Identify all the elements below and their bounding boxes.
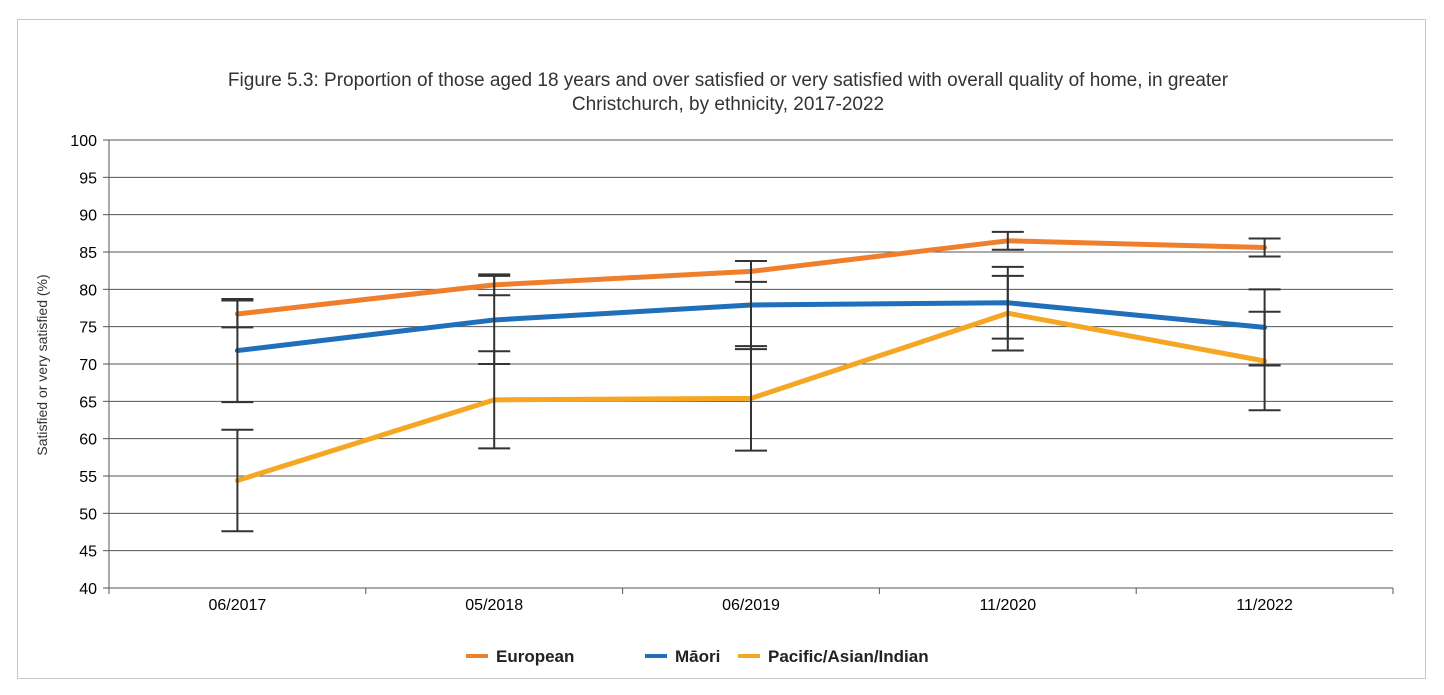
- error-bar: [221, 428, 254, 533]
- error-bar: [735, 345, 767, 452]
- x-tick-label: 06/2017: [208, 597, 266, 614]
- y-tick-label: 80: [79, 282, 97, 299]
- y-tick-label: 75: [79, 320, 97, 337]
- y-tick-label: 70: [79, 357, 97, 374]
- legend-label: Pacific/Asian/Indian: [768, 647, 929, 666]
- x-tick-label: 11/2022: [1236, 597, 1293, 614]
- x-tick-label: 11/2020: [979, 597, 1036, 614]
- chart-title-line-1: Figure 5.3: Proportion of those aged 18 …: [228, 70, 1229, 91]
- y-tick-label: 50: [79, 506, 97, 523]
- y-tick-label: 95: [79, 170, 97, 187]
- legend-label: European: [496, 647, 574, 666]
- x-axis-ticks: 06/2017 05/2018 06/2019 11/2020 11/2022: [108, 588, 1394, 614]
- error-bar: [1248, 237, 1281, 258]
- y-axis-label: Satisfied or very satisfied (%): [34, 274, 50, 455]
- error-bar: [478, 350, 511, 450]
- chart-title-line-2: Christchurch, by ethnicity, 2017-2022: [572, 94, 884, 115]
- x-tick-label: 06/2019: [722, 597, 780, 614]
- y-tick-label: 55: [79, 469, 97, 486]
- y-tick-label: 90: [79, 208, 97, 225]
- y-tick-label: 85: [79, 245, 97, 262]
- x-tick-label: 05/2018: [465, 597, 523, 614]
- y-tick-label: 40: [79, 581, 97, 598]
- y-tick-label: 60: [79, 432, 97, 449]
- error-bar: [221, 298, 254, 404]
- error-bar: [991, 230, 1024, 251]
- error-bars: [221, 230, 1281, 533]
- y-tick-label: 45: [79, 544, 97, 561]
- error-bar: [991, 274, 1024, 352]
- y-tick-label: 100: [70, 133, 97, 150]
- y-tick-label: 65: [79, 394, 97, 411]
- legend: European Māori Pacific/Asian/Indian: [466, 647, 929, 666]
- y-axis-ticks: 40 45 50 55 60 65 70 75 80 85 90 95 100: [70, 133, 109, 598]
- legend-label: Māori: [675, 647, 720, 666]
- error-bar: [1248, 310, 1281, 412]
